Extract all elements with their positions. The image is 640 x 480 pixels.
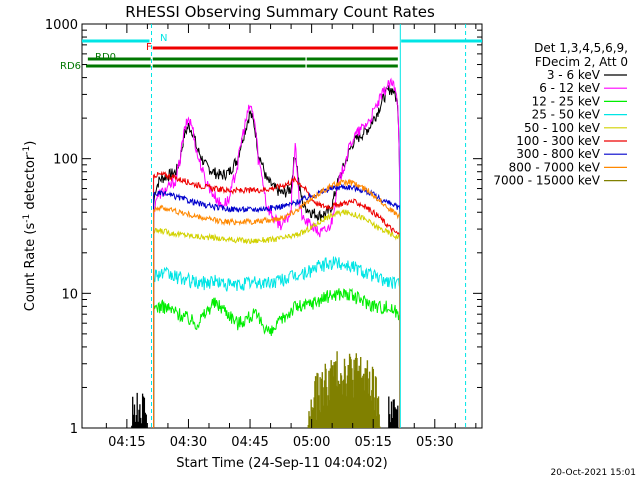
vlines-layer (151, 24, 467, 428)
x-tick-label: 04:45 (231, 435, 268, 450)
y-axis-label: Count Rate (s-1 detector-1) (22, 141, 38, 312)
legend-header-1: Det 1,3,4,5,6,9, (534, 41, 628, 55)
x-tick-label: 05:30 (416, 435, 453, 450)
y-tick-label: 100 (53, 153, 78, 168)
series-line-50-100kev (153, 209, 401, 428)
flag-label-f: F (146, 42, 152, 53)
y-tick-label: 1 (70, 422, 78, 437)
series-layer (131, 77, 401, 428)
y-tick-label: 10 (61, 287, 78, 302)
series-line-800-7000kev (153, 178, 401, 428)
legend-entry-label: 3 - 6 keV (547, 68, 601, 82)
flags-layer: NF RD0 RD6 (60, 33, 482, 72)
series-line-300-800kev (153, 183, 401, 428)
legend-entry-label: 7000 - 15000 keV (493, 174, 600, 188)
x-axis-label: Start Time (24-Sep-11 04:04:02) (176, 456, 387, 471)
legend-entry-label: 300 - 800 keV (516, 147, 600, 161)
y-tick-label: 1000 (45, 18, 78, 33)
legend-entry-label: 6 - 12 keV (539, 81, 601, 95)
x-tick-label: 05:00 (293, 435, 330, 450)
legend-header-2: FDecim 2, Att 0 (535, 55, 628, 69)
legend-entry-label: 50 - 100 keV (524, 121, 601, 135)
chart-title: RHESSI Observing Summary Count Rates (125, 3, 435, 21)
x-tick-label: 04:15 (108, 435, 145, 450)
axis-layer: 1 10 100 1000 04:15 04:30 04:45 05:00 05:15 05:30 (45, 18, 482, 450)
flag-label-n: N (160, 33, 167, 44)
legend-entry-label: 12 - 25 keV (532, 94, 601, 108)
generated-timestamp: 20-Oct-2021 15:01 (551, 468, 636, 478)
x-tick-label: 04:30 (170, 435, 207, 450)
legend-entry-label: 25 - 50 keV (532, 108, 601, 122)
legend-entry-label: 800 - 7000 keV (509, 160, 601, 174)
series-line-7000-15000-kev (307, 351, 381, 428)
flag-label-rd0: RD0 (95, 52, 116, 63)
plot-frame (81, 23, 483, 429)
flag-label-rd6: RD6 (60, 61, 81, 72)
series-line-25-50kev (153, 256, 401, 428)
low-count-spikes (131, 392, 399, 428)
series-line-12-25kev (153, 287, 401, 428)
legend-entry-label: 100 - 300 keV (516, 134, 600, 148)
series-line-100-300kev (153, 170, 401, 428)
x-tick-label: 05:15 (354, 435, 391, 450)
